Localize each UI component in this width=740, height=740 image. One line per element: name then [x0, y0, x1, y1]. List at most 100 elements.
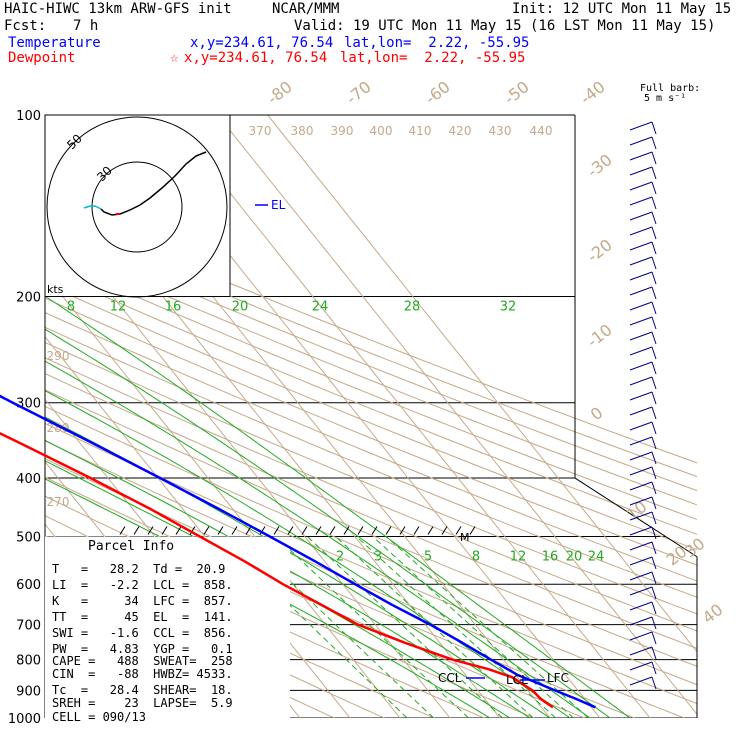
- wind-barb-flag: [651, 526, 657, 540]
- parcel-row: K = 34 LFC = 857.: [52, 594, 233, 608]
- fcst-label: Fcst:: [4, 18, 47, 34]
- temperature-xy: x,y=234.61, 76.54: [190, 35, 334, 51]
- wind-barb-flag: [651, 466, 657, 480]
- hatch-mark: [245, 526, 252, 535]
- model-title: HAIC-HIWC 13km ARW-GFS init: [4, 1, 232, 17]
- pressure-tick-label: 900: [16, 684, 41, 699]
- wind-barb-staff: [629, 181, 653, 191]
- hodograph-trace-low: [83, 205, 102, 210]
- wind-barb-flag: [651, 391, 657, 405]
- wind-barb-staff: [629, 616, 653, 626]
- mixing-ratio-line: [386, 536, 589, 718]
- theta-label: 270: [47, 495, 70, 509]
- wind-barb-flag: [651, 181, 657, 195]
- mixing-ratio-label: 8: [472, 549, 480, 564]
- wind-barb-flag: [651, 481, 657, 495]
- mixing-ratio-label: 20: [566, 549, 583, 564]
- dry-adiabat: [45, 269, 697, 535]
- wind-barb-flag: [651, 661, 657, 675]
- wind-barb-flag: [651, 166, 657, 180]
- wind-barb-staff: [629, 436, 653, 446]
- mixing-ratio-label: 16: [542, 549, 559, 564]
- wind-barb-staff: [629, 256, 653, 266]
- moist-label: 20: [232, 300, 249, 315]
- hatch-mark: [329, 526, 336, 535]
- parcel-row: CAPE = 488 SWEAT= 258: [52, 654, 233, 668]
- dry-adiabat: [45, 312, 697, 582]
- mixing-ratio-line: [335, 536, 534, 718]
- theta-label: 400: [370, 124, 393, 138]
- wind-barb-staff: [629, 406, 653, 416]
- init-time: Init: 12 UTC Mon 11 May 15: [512, 1, 732, 17]
- theta-label: 290: [47, 349, 70, 363]
- hatch-mark: [119, 526, 126, 535]
- hatch-mark: [189, 526, 196, 535]
- hatch-mark: [287, 526, 294, 535]
- mixing-ratio-line: [275, 536, 469, 718]
- hatch-mark: [455, 526, 462, 535]
- wind-barb-flag: [651, 361, 657, 375]
- wind-barb-flag: [651, 286, 657, 300]
- wind-barb-staff: [629, 286, 653, 296]
- theta-label: 380: [291, 124, 314, 138]
- isotherm-line: [217, 115, 697, 716]
- wind-barb-flag: [651, 541, 657, 555]
- dry-adiabat: [45, 283, 697, 551]
- isotherm-label: 40: [699, 600, 727, 628]
- dry-adiabat: [45, 256, 697, 521]
- isotherm-label: -50: [500, 77, 532, 108]
- mixing-ratio-label: 2: [336, 549, 344, 564]
- theta-label: 390: [331, 124, 354, 138]
- wind-barb-staff: [629, 676, 653, 686]
- isotherm-label: -30: [583, 150, 615, 181]
- parcel-row: CIN = -88 HWBZ= 4533.: [52, 667, 233, 681]
- temperature-legend: Temperature: [8, 35, 101, 51]
- wind-barb-flag: [651, 136, 657, 150]
- hatch-mark: [427, 526, 434, 535]
- mixing-ratio-label: 3: [374, 549, 382, 564]
- wind-barb-staff: [629, 166, 653, 176]
- wind-barb-flag: [651, 256, 657, 270]
- pressure-tick-label: 1000: [8, 712, 41, 727]
- dry-adiabat: [45, 440, 685, 718]
- hatch-mark: [441, 526, 448, 535]
- moist-label: 8: [67, 300, 75, 315]
- wind-barb-flag: [651, 331, 657, 345]
- dry-adiabat: [45, 326, 697, 598]
- barb-unit: 5 m s⁻¹: [644, 93, 687, 104]
- pressure-tick-label: 100: [16, 109, 41, 124]
- wind-barb-flag: [651, 511, 657, 525]
- hatch-mark: [385, 526, 392, 535]
- wind-barb-flag: [651, 436, 657, 450]
- wind-barb-staff: [629, 661, 653, 671]
- wind-barb-staff: [629, 421, 653, 431]
- hatch-mark: [133, 526, 140, 535]
- wind-barb-staff: [629, 586, 653, 596]
- pressure-tick-label: 600: [16, 578, 41, 593]
- hodograph-units: kts: [47, 283, 64, 296]
- hatch-mark: [203, 526, 210, 535]
- lfc-label: LFC: [547, 671, 569, 685]
- dry-adiabat: [45, 422, 697, 705]
- wind-barb-staff: [629, 271, 653, 281]
- hodograph-ring-50: [46, 116, 228, 298]
- wind-barb-flag: [651, 211, 657, 225]
- hatch-mark: [413, 526, 420, 535]
- wind-barb-staff: [629, 316, 653, 326]
- wind-barb-staff: [629, 481, 653, 491]
- valid-time: Valid: 19 UTC Mon 11 May 15 (16 LST Mon …: [294, 18, 716, 34]
- theta-label: 420: [449, 124, 472, 138]
- moist-adiabat: [45, 328, 611, 718]
- wind-barb-flag: [651, 151, 657, 165]
- pressure-tick-label: 400: [16, 472, 41, 487]
- mixing-ratio-label: 24: [588, 549, 605, 564]
- hodograph-trace: [100, 151, 207, 216]
- wind-barb-staff: [629, 451, 653, 461]
- wind-barb-staff: [629, 301, 653, 311]
- wind-barb-staff: [629, 391, 653, 401]
- wind-barb-flag: [651, 196, 657, 210]
- wind-barb-flag: [651, 646, 657, 660]
- parcel-row: T = 28.2 Td = 20.9: [52, 562, 226, 576]
- isotherm-label: -60: [421, 77, 453, 108]
